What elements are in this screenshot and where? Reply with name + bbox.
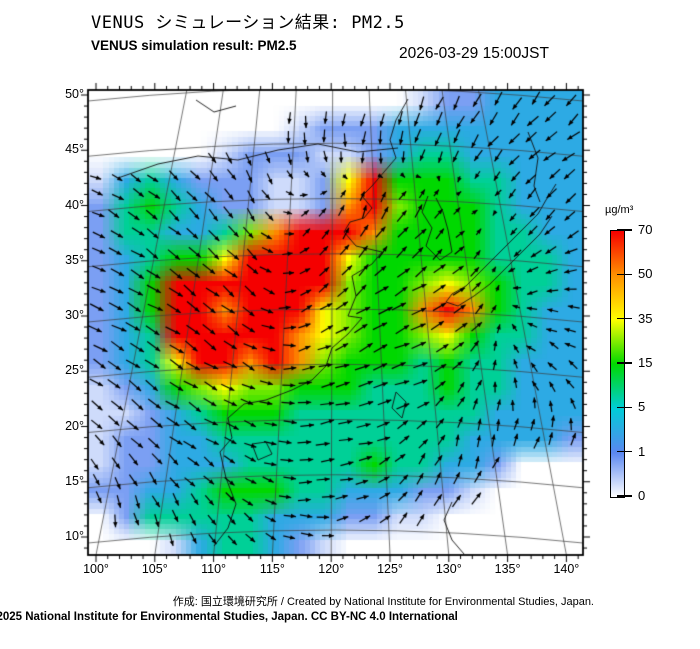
lon-tick-label: 120° [318, 562, 345, 576]
lat-tick-label: 25° [65, 363, 84, 378]
colorbar-unit-label: µg/m³ [605, 204, 634, 216]
lat-tick-label: 50° [65, 87, 84, 101]
valid-timestamp: 2026-03-29 15:00JST [399, 45, 549, 62]
lon-tick-label: 105° [141, 562, 168, 576]
colorbar-tick [617, 229, 632, 231]
colorbar-tick-value: 5 [638, 399, 646, 415]
lon-tick-label: 140° [553, 562, 580, 576]
lat-tick-label: 10° [65, 529, 84, 543]
colorbar-tick [617, 362, 632, 364]
colorbar-tick-value: 15 [638, 355, 653, 370]
lon-tick-label: 115° [259, 562, 285, 576]
colorbar-tick [617, 450, 632, 453]
lat-tick-label: 30° [65, 308, 84, 322]
colorbar-tick-value: 50 [638, 266, 653, 282]
lat-tick-label: 20° [65, 418, 84, 433]
lat-tick-label: 45° [65, 142, 84, 157]
colorbar-tick-value: 0 [638, 488, 646, 503]
lon-tick-label: 135° [494, 562, 521, 576]
lon-tick-label: 125° [377, 562, 403, 576]
lat-tick-label: 35° [65, 252, 84, 267]
colorbar-tick [617, 317, 632, 320]
colorbar-tick-value: 70 [638, 222, 653, 237]
footer-credit: 作成: 国立環境研究所 / Created by National Instit… [172, 596, 594, 608]
page-title-japanese: VENUS シミュレーション結果: PM2.5 [91, 13, 405, 33]
colorbar-gradient [610, 230, 625, 498]
lat-tick-label: 15° [65, 473, 84, 488]
colorbar-tick-value: 1 [638, 443, 646, 459]
footer-copyright: ©2025 National Institute for Environment… [0, 611, 458, 623]
lon-tick-label: 110° [201, 562, 227, 576]
lon-tick-label: 100° [83, 562, 109, 576]
lon-tick-label: 130° [435, 562, 462, 576]
page-title-english: VENUS simulation result: PM2.5 [91, 38, 297, 53]
colorbar-tick [617, 273, 632, 276]
lat-tick-label: 40° [65, 197, 84, 212]
colorbar-tick [617, 406, 632, 409]
colorbar-tick [617, 495, 632, 497]
colorbar-tick-value: 35 [638, 310, 653, 326]
